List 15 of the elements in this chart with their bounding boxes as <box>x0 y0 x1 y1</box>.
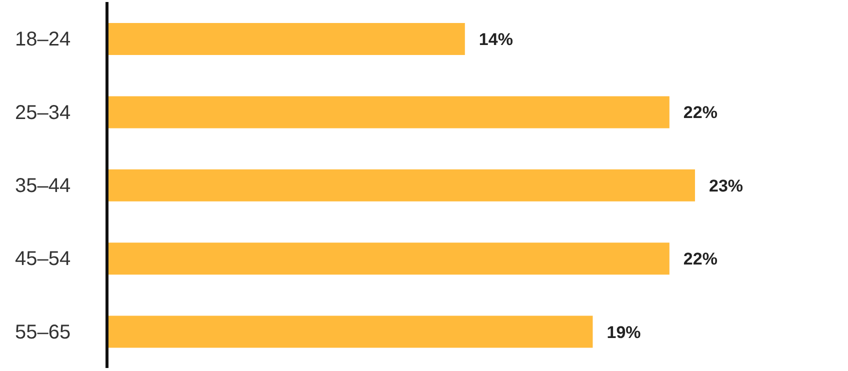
bar <box>107 169 695 202</box>
bar <box>107 242 670 275</box>
bar <box>107 316 593 348</box>
y-tick-label: 55–65 <box>15 321 71 344</box>
data-label: 22% <box>683 103 718 122</box>
y-tick-label: 45–54 <box>15 248 71 270</box>
bar <box>107 23 465 55</box>
data-label: 22% <box>683 250 718 269</box>
y-tick-label: 18–24 <box>15 28 71 51</box>
data-label: 19% <box>606 322 641 342</box>
data-label: 23% <box>709 176 744 196</box>
y-tick-label: 35–44 <box>15 175 71 197</box>
data-label: 14% <box>478 30 513 50</box>
bar <box>107 96 670 128</box>
y-tick-label: 25–34 <box>15 102 71 124</box>
